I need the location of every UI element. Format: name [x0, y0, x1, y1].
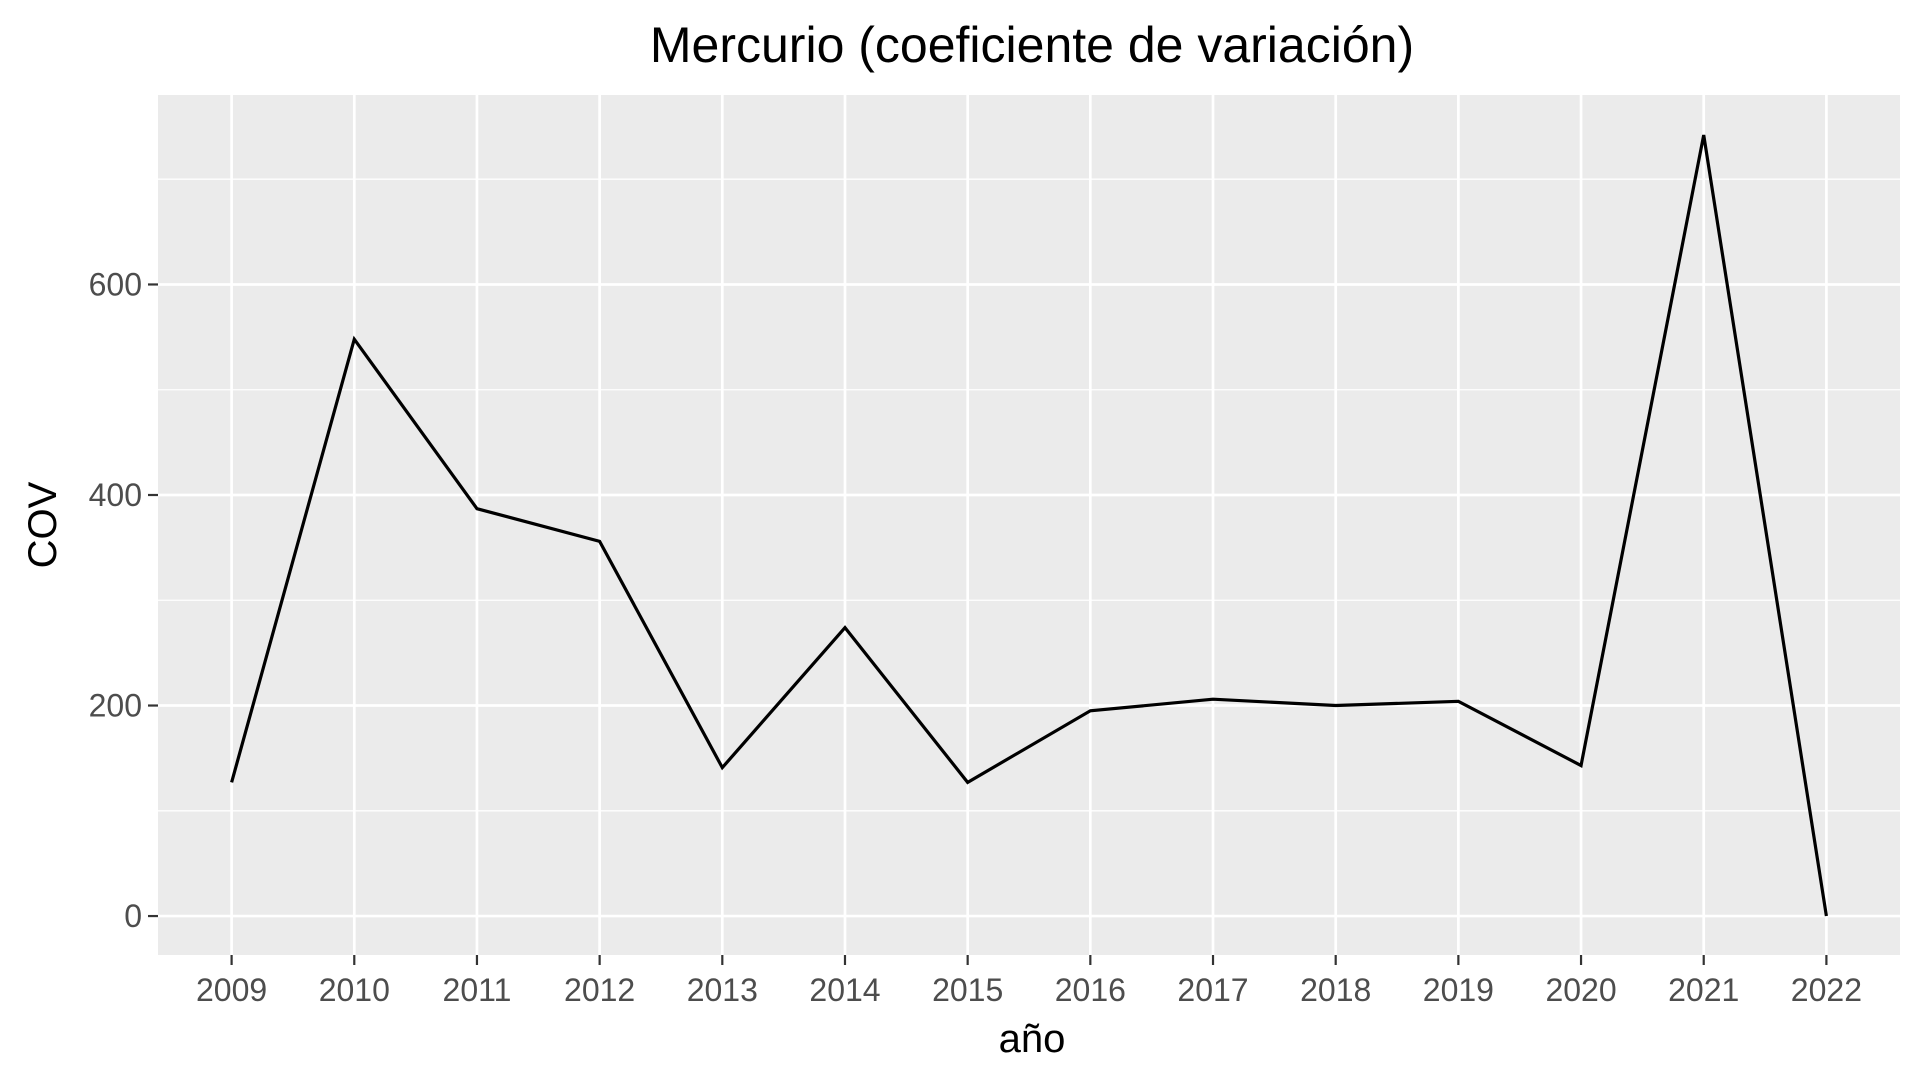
x-tick-label: 2012 — [564, 972, 635, 1008]
x-axis-title: año — [999, 1017, 1066, 1061]
x-tick-label: 2016 — [1055, 972, 1126, 1008]
grid-minor — [158, 178, 1900, 812]
x-tick-label: 2017 — [1177, 972, 1248, 1008]
plot-panel — [158, 95, 1900, 955]
series-line-1 — [230, 134, 1828, 917]
x-tick-label: 2020 — [1545, 972, 1616, 1008]
y-axis-title: COV — [21, 481, 65, 568]
y-tick-label: 600 — [89, 266, 142, 302]
y-tick-label: 200 — [89, 688, 142, 724]
chart-title: Mercurio (coeficiente de variación) — [650, 17, 1414, 73]
x-tick-label: 2009 — [196, 972, 267, 1008]
y-tick-label: 400 — [89, 477, 142, 513]
x-tick-label: 2019 — [1423, 972, 1494, 1008]
x-tick-label: 2014 — [809, 972, 880, 1008]
x-axis: 2009 2010 2011 2012 2013 2014 2015 2016 2017 2018… — [196, 955, 1862, 1008]
x-tick-label: 2022 — [1791, 972, 1862, 1008]
y-tick-label: 0 — [124, 898, 142, 934]
y-axis: 0 200 400 600 — [89, 266, 158, 934]
x-tick-label: 2015 — [932, 972, 1003, 1008]
grid-major — [158, 95, 1900, 955]
series-group — [230, 134, 1828, 917]
x-tick-label: 2010 — [319, 972, 390, 1008]
x-tick-label: 2021 — [1668, 972, 1739, 1008]
x-tick-label: 2013 — [687, 972, 758, 1008]
x-tick-label: 2018 — [1300, 972, 1371, 1008]
x-tick-label: 2011 — [443, 972, 512, 1008]
